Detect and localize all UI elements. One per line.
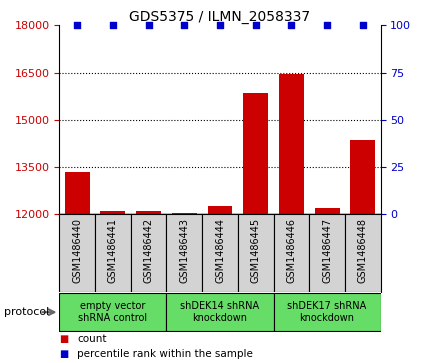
- Bar: [166, 293, 274, 331]
- Point: [359, 23, 366, 28]
- Bar: [95, 214, 131, 292]
- Text: shDEK17 shRNA
knockdown: shDEK17 shRNA knockdown: [287, 301, 367, 323]
- Text: shDEK14 shRNA
knockdown: shDEK14 shRNA knockdown: [180, 301, 260, 323]
- Text: protocol: protocol: [4, 307, 50, 317]
- Text: GSM1486441: GSM1486441: [108, 218, 118, 283]
- Point: [216, 23, 224, 28]
- Bar: [279, 74, 304, 214]
- Title: GDS5375 / ILMN_2058337: GDS5375 / ILMN_2058337: [129, 11, 311, 24]
- Bar: [315, 208, 340, 214]
- Point: [145, 23, 152, 28]
- Bar: [59, 214, 95, 292]
- Point: [288, 23, 295, 28]
- Text: GSM1486443: GSM1486443: [180, 218, 189, 283]
- Bar: [100, 211, 125, 214]
- Bar: [208, 206, 232, 214]
- Bar: [166, 214, 202, 292]
- Text: GSM1486444: GSM1486444: [215, 218, 225, 283]
- Bar: [274, 293, 381, 331]
- Bar: [65, 172, 90, 214]
- Text: GSM1486442: GSM1486442: [143, 218, 154, 283]
- Bar: [172, 213, 197, 214]
- Text: percentile rank within the sample: percentile rank within the sample: [77, 349, 253, 359]
- Point: [181, 23, 188, 28]
- Text: GSM1486447: GSM1486447: [322, 218, 332, 283]
- Bar: [238, 214, 274, 292]
- Bar: [274, 214, 309, 292]
- Point: [74, 23, 81, 28]
- Bar: [243, 93, 268, 214]
- Bar: [345, 214, 381, 292]
- Text: ■: ■: [59, 334, 69, 344]
- Bar: [131, 214, 166, 292]
- Bar: [59, 293, 166, 331]
- Text: count: count: [77, 334, 106, 344]
- Bar: [309, 214, 345, 292]
- Point: [110, 23, 117, 28]
- Point: [323, 23, 330, 28]
- Bar: [136, 211, 161, 214]
- Point: [252, 23, 259, 28]
- Text: GSM1486440: GSM1486440: [72, 218, 82, 283]
- Bar: [202, 214, 238, 292]
- Text: GSM1486448: GSM1486448: [358, 218, 368, 283]
- Bar: [350, 140, 375, 214]
- Text: GSM1486446: GSM1486446: [286, 218, 297, 283]
- Text: ■: ■: [59, 349, 69, 359]
- Text: empty vector
shRNA control: empty vector shRNA control: [78, 301, 147, 323]
- Text: GSM1486445: GSM1486445: [251, 218, 260, 283]
